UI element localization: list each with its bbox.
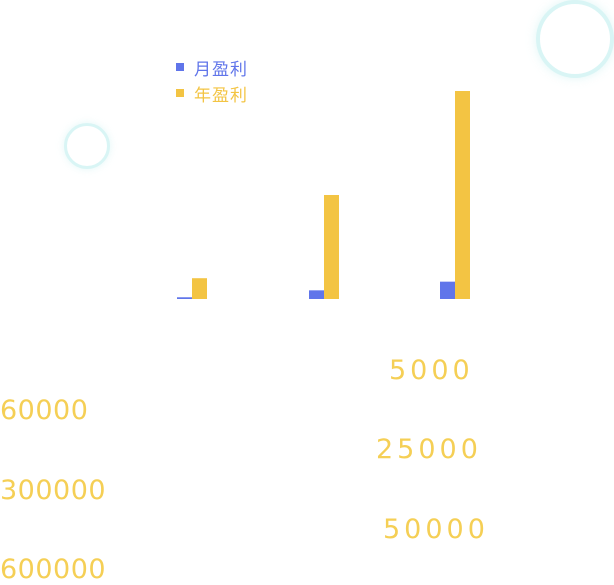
legend-item-yearly: 年盈利 [176,80,248,106]
bar-monthly-1 [177,297,192,299]
bar-yearly-3 [455,91,470,299]
legend-swatch-monthly [176,63,184,71]
chart-legend: 月盈利 年盈利 [176,54,248,106]
monthly-value-3: 50000 [383,514,489,545]
bar-monthly-2 [309,290,324,299]
yearly-value-3: 600000 [0,554,107,585]
yearly-value-1: 60000 [0,395,89,426]
legend-swatch-yearly [176,89,184,97]
monthly-value-2: 25000 [376,434,482,465]
bar-yearly-2 [324,195,339,299]
bar-yearly-1 [192,278,207,299]
legend-label-yearly: 年盈利 [194,85,248,106]
legend-label-monthly: 月盈利 [194,59,248,80]
yearly-value-2: 300000 [0,475,107,506]
legend-item-monthly: 月盈利 [176,54,248,80]
bar-monthly-3 [440,281,455,299]
monthly-value-1: 5000 [389,355,474,386]
